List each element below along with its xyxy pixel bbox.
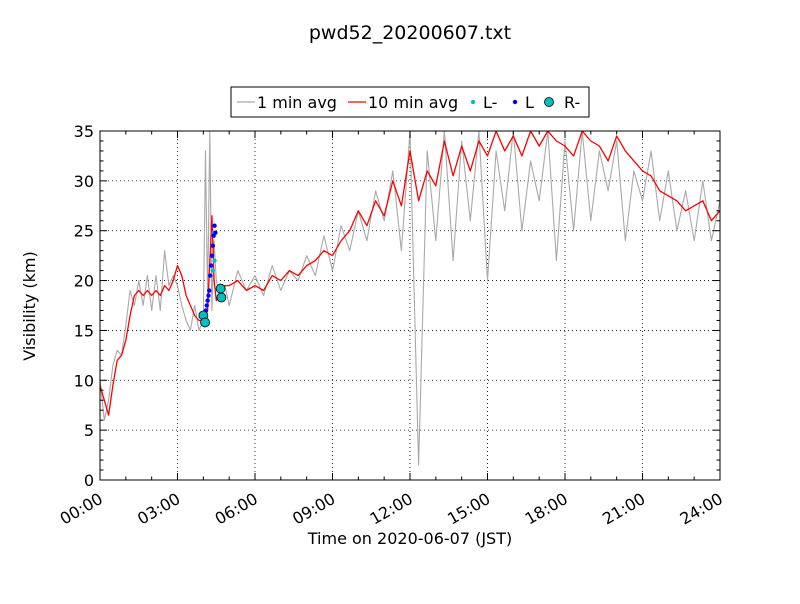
grid-lines — [100, 131, 720, 480]
series-l-point — [205, 298, 210, 303]
series-10-min-avg-line — [100, 131, 720, 416]
series-l-point — [213, 230, 218, 235]
series-l-point — [209, 253, 215, 258]
legend-swatch-l — [470, 99, 476, 105]
legend-label-l: L — [525, 93, 534, 112]
legend-label-10-min-avg: 10 min avg — [368, 93, 458, 112]
y-tick-label: 0 — [84, 471, 94, 490]
series-r-point — [215, 283, 226, 294]
plot-series — [100, 131, 720, 466]
series-l-point — [210, 243, 216, 248]
series-r-point — [200, 317, 210, 328]
y-tick-label: 20 — [74, 272, 94, 291]
x-tick-label: 12:00 — [367, 489, 416, 529]
x-tick-label: 09:00 — [289, 489, 338, 529]
x-tick-label: 15:00 — [444, 489, 493, 529]
legend: 1 min avg 10 min avg L- L R- — [230, 86, 590, 118]
series-r-point — [216, 292, 227, 303]
x-tick-label: 06:00 — [212, 489, 261, 529]
series-l-point — [206, 293, 211, 298]
chart-title: pwd52_20200607.txt — [309, 22, 511, 44]
y-tick-label: 10 — [74, 371, 94, 390]
legend-label-1-min-avg: 1 min avg — [257, 93, 337, 112]
series-l-point — [208, 263, 214, 268]
axes: 00:00 03:00 06:00 09:00 12:00 15:00 18:00 21:00… — [57, 122, 726, 529]
legend-swatch-l — [512, 99, 518, 105]
x-tick-label: 21:00 — [599, 489, 648, 529]
series-l-point — [212, 258, 217, 263]
y-axis-label: Visibility (km) — [20, 251, 39, 360]
x-tick-label: 00:00 — [57, 489, 106, 529]
series-l-point — [212, 223, 217, 228]
series-l-point — [208, 273, 213, 278]
legend-swatch-r — [544, 97, 554, 107]
legend-label-r: R- — [564, 93, 580, 112]
series-1-min-avg-line — [100, 131, 720, 466]
y-tick-label: 30 — [74, 172, 94, 191]
y-tick-label: 15 — [74, 321, 94, 340]
y-tick-label: 25 — [74, 222, 94, 241]
y-tick-label: 35 — [74, 122, 94, 141]
series-l-point — [210, 268, 216, 273]
y-tick-label: 5 — [84, 421, 94, 440]
legend-label-l: L- — [483, 93, 497, 112]
x-tick-label: 24:00 — [677, 489, 726, 529]
series-l-point — [204, 303, 209, 308]
legend-box — [230, 86, 590, 118]
x-axis-label: Time on 2020-06-07 (JST) — [307, 529, 512, 548]
x-tick-label: 03:00 — [134, 489, 183, 529]
series-l-point — [207, 288, 212, 293]
x-tick-label: 18:00 — [522, 489, 571, 529]
